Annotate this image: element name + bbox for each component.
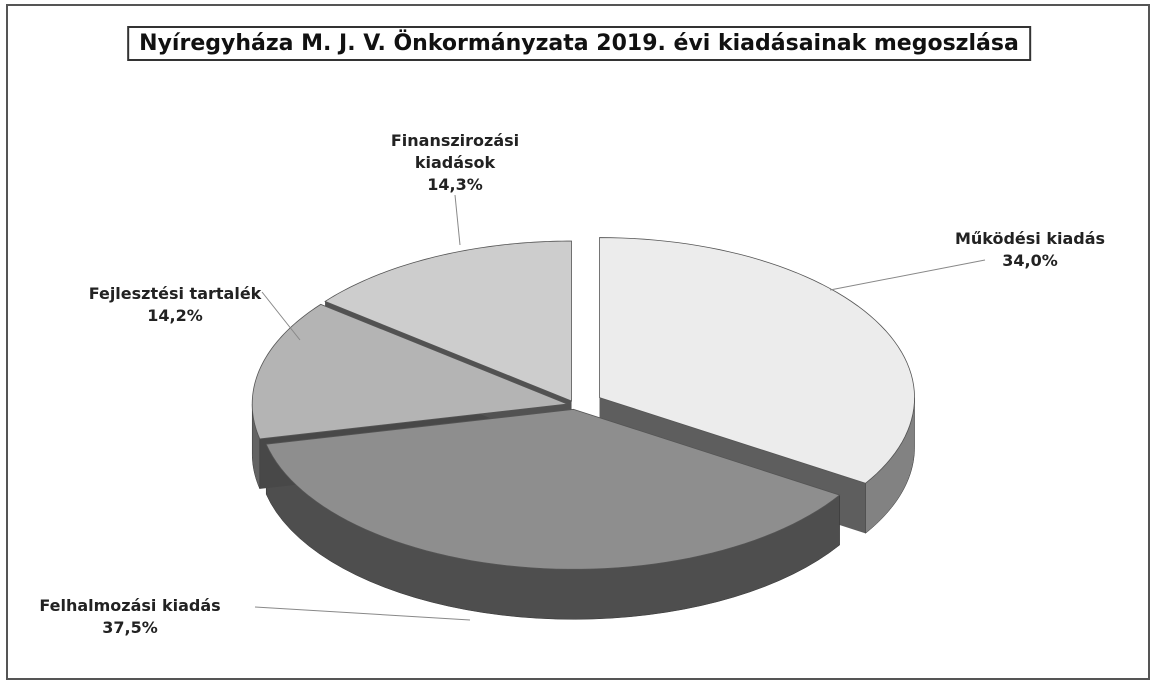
leader-line	[829, 259, 986, 291]
slice	[265, 408, 841, 570]
leader-line	[261, 291, 301, 341]
value-label: 37,5%	[102, 618, 158, 637]
leader-line	[254, 606, 471, 621]
data-label: Működési kiadás 34,0%	[910, 228, 1150, 272]
leader-line	[454, 194, 461, 246]
category-label: Finanszirozási kiadások	[390, 131, 520, 172]
category-label: Felhalmozási kiadás	[39, 596, 221, 615]
value-label: 34,0%	[1002, 251, 1058, 270]
data-label: Felhalmozási kiadás 37,5%	[10, 595, 250, 639]
slice	[599, 237, 915, 484]
value-label: 14,2%	[147, 306, 203, 325]
slice	[251, 303, 568, 440]
category-label: Működési kiadás	[954, 229, 1106, 248]
category-label: Fejlesztési tartalék	[88, 284, 262, 303]
chart-title: Nyíregyháza M. J. V. Önkormányzata 2019.…	[127, 26, 1031, 61]
slice	[324, 240, 572, 402]
frame	[6, 4, 1150, 680]
value-label: 14,3%	[427, 175, 483, 194]
data-label: Finanszirozási kiadások 14,3%	[375, 130, 535, 196]
data-label: Fejlesztési tartalék 14,2%	[55, 283, 295, 327]
